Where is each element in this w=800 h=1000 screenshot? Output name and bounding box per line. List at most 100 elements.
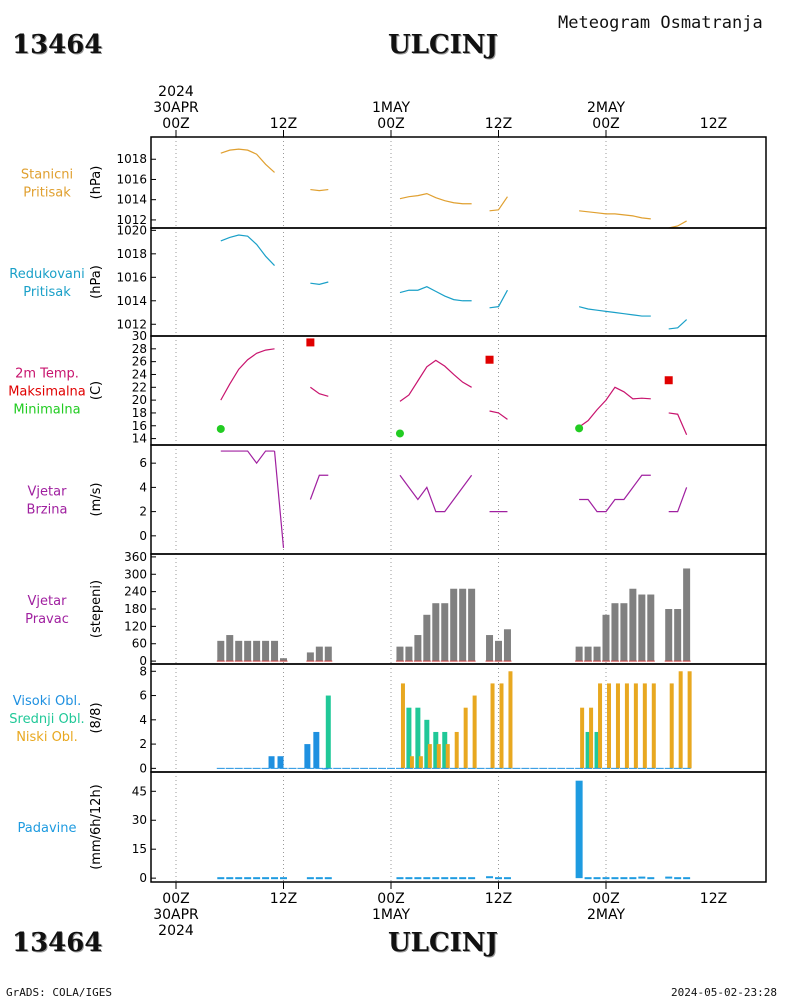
x-label-top: 2MAY <box>587 100 625 116</box>
direction-bar <box>486 635 494 662</box>
precip-bar <box>611 877 619 880</box>
x-label-bottom: 00Z <box>377 891 404 907</box>
series-line <box>399 192 472 205</box>
direction-bar <box>271 640 279 662</box>
x-label-bottom: 2MAY <box>587 907 625 923</box>
series-line <box>668 412 688 435</box>
precip-bar <box>324 877 332 880</box>
series-line <box>579 210 651 220</box>
y-axis-label: (8/8) <box>89 702 104 733</box>
precip-bar <box>584 877 592 880</box>
direction-bar <box>450 588 458 662</box>
series-line <box>220 148 275 173</box>
series-line <box>220 348 275 401</box>
tmax-point <box>664 376 673 385</box>
series-line <box>578 306 651 317</box>
panel-frame <box>150 444 767 555</box>
cloud-bar-low <box>409 756 414 769</box>
series-line <box>310 386 329 397</box>
precip-bar <box>306 877 314 880</box>
series-line <box>489 289 508 309</box>
y-tick-label: 1012 <box>116 317 147 331</box>
precip-bar <box>665 876 673 879</box>
cloud-bar-high <box>277 756 284 769</box>
cloud-bar-low <box>633 683 638 769</box>
panel-label: Pritisak <box>23 186 71 201</box>
x-label-top: 12Z <box>270 116 297 132</box>
panel-label: Niski Obl. <box>16 730 78 745</box>
direction-bar <box>647 594 655 662</box>
direction-bar <box>324 646 332 662</box>
direction-bar <box>629 588 637 662</box>
precip-bar <box>441 877 449 880</box>
precip-bar <box>468 877 476 880</box>
direction-bar <box>593 646 601 662</box>
direction-bar <box>253 640 261 662</box>
series-line <box>273 451 285 548</box>
y-tick-label: 120 <box>124 619 147 633</box>
x-label-bottom: 1MAY <box>372 907 410 923</box>
x-label-bottom: 12Z <box>270 891 297 907</box>
direction-bar <box>226 635 234 662</box>
cloud-bar-low <box>687 671 692 769</box>
precip-bar <box>620 877 628 880</box>
precip-bar <box>593 877 601 880</box>
panel-label: 2m Temp. <box>15 367 79 382</box>
tmin-point <box>216 424 225 433</box>
y-tick-label: 0 <box>139 761 147 775</box>
cloud-bar-low <box>445 744 450 769</box>
cloud-bar-low <box>624 683 629 769</box>
precip-bar <box>280 877 287 880</box>
series-line <box>220 450 275 465</box>
y-tick-label: 60 <box>132 637 147 651</box>
precip-bar <box>315 877 323 880</box>
series-line <box>220 234 275 266</box>
direction-bar <box>503 629 511 662</box>
y-tick-label: 240 <box>124 585 147 599</box>
cloud-bar-low <box>436 744 441 769</box>
direction-bar <box>262 640 270 662</box>
cloud-bar-low <box>642 683 647 769</box>
series-line <box>578 386 651 428</box>
x-label-top: 2024 <box>158 84 194 100</box>
precip-bar <box>629 877 637 880</box>
series-line <box>668 220 687 229</box>
direction-bar <box>432 603 440 662</box>
y-tick-label: 26 <box>132 355 147 369</box>
direction-bar <box>306 652 314 662</box>
tmax-point <box>306 338 315 347</box>
tmin-point <box>575 424 584 433</box>
direction-bar <box>584 646 592 662</box>
y-axis-label: (hPa) <box>89 166 104 200</box>
y-tick-label: 1014 <box>116 294 147 308</box>
series-line <box>399 474 473 513</box>
precip-bar <box>253 877 261 880</box>
direction-bar <box>674 609 682 662</box>
direction-bar <box>602 614 610 662</box>
y-tick-label: 30 <box>132 329 147 343</box>
tmax-point <box>485 355 494 364</box>
cloud-bar-mid <box>406 707 412 769</box>
direction-bar <box>575 646 583 662</box>
precip-bar <box>244 877 252 880</box>
x-label-bottom: 12Z <box>700 891 727 907</box>
y-tick-label: 1012 <box>116 213 147 227</box>
footer-source: GrADS: COLA/IGES <box>6 986 112 999</box>
tmin-point <box>395 429 404 438</box>
y-tick-label: 14 <box>132 432 147 446</box>
cloud-bar-low <box>418 756 423 769</box>
panel-frame <box>150 553 767 665</box>
meteogram-title: Meteogram Osmatranja <box>558 13 763 33</box>
y-tick-label: 28 <box>132 342 147 356</box>
cloud-bar-low <box>615 683 620 769</box>
station-id-top: 13464 <box>12 30 103 60</box>
y-tick-label: 18 <box>132 406 147 420</box>
cloud-bar-low <box>490 683 495 769</box>
x-label-top: 12Z <box>485 116 512 132</box>
x-label-top: 00Z <box>162 116 189 132</box>
footer-timestamp: 2024-05-02-23:28 <box>671 986 777 999</box>
direction-bar <box>441 603 449 662</box>
cloud-bar-low <box>454 731 459 769</box>
series-line <box>489 196 508 212</box>
